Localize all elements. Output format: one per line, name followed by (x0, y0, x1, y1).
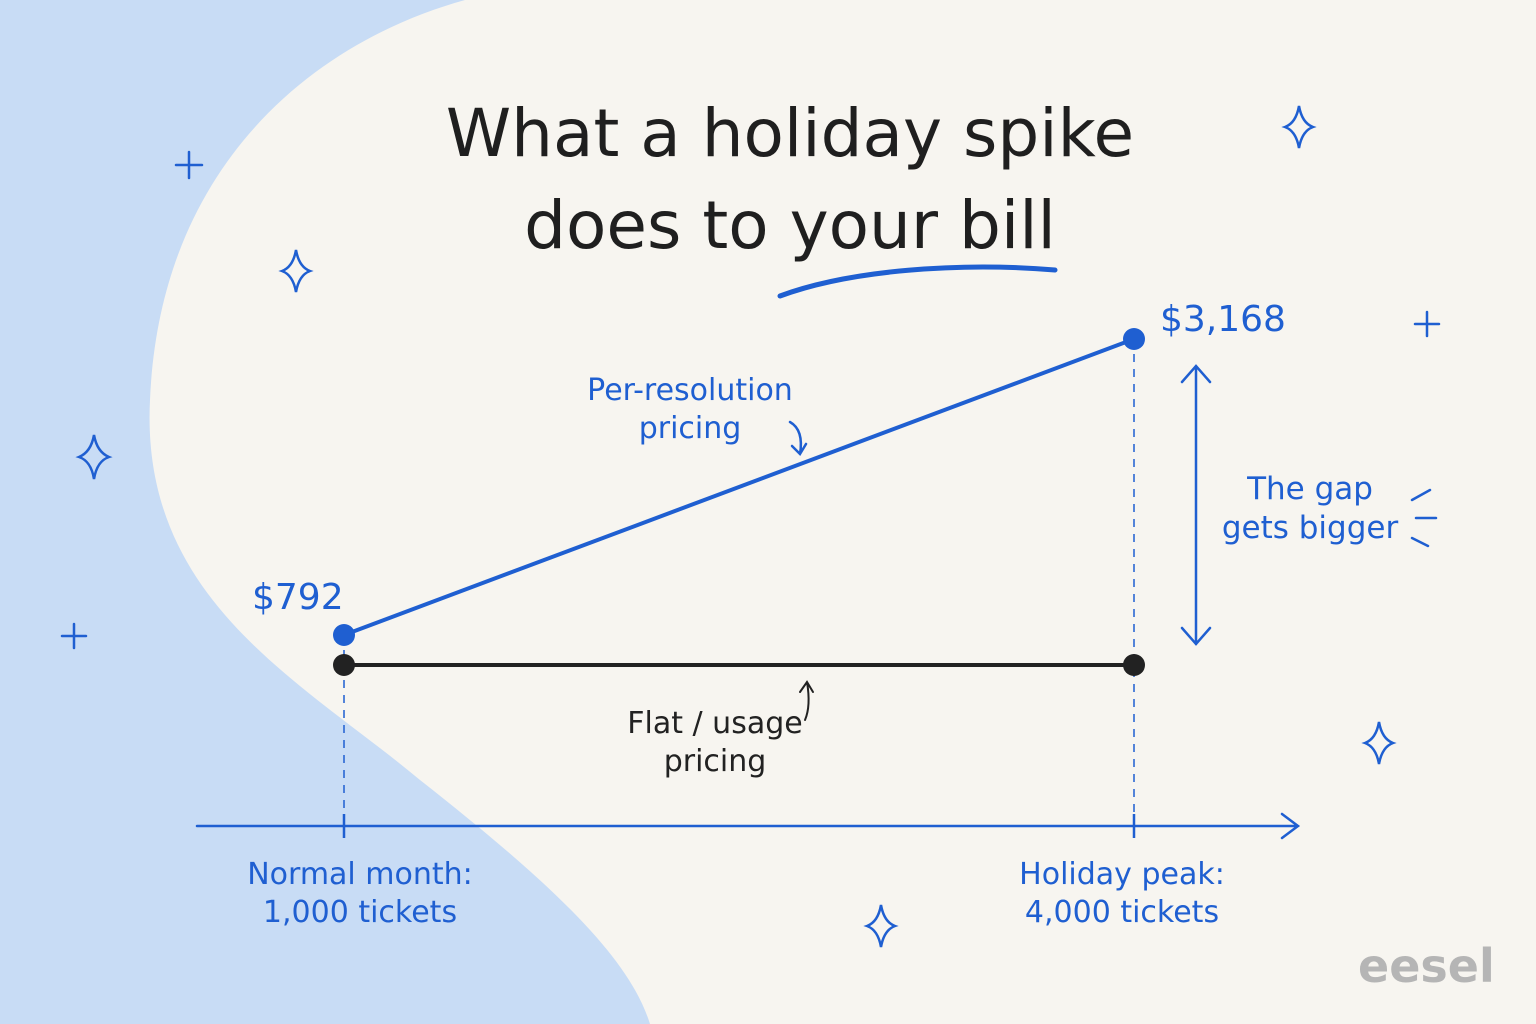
background-blob (0, 0, 650, 1024)
x-axis (195, 812, 1301, 840)
data-label: $792 (252, 576, 344, 618)
data-point (333, 654, 355, 676)
series-label: Per-resolution pricing (587, 373, 793, 446)
plus (60, 622, 88, 650)
series-label: Flat / usage pricing (627, 706, 803, 779)
emphasis-marks (1410, 488, 1438, 548)
series-line (343, 337, 1135, 637)
sparkle (75, 434, 113, 480)
gap-arrow (1180, 364, 1212, 646)
title-underline (777, 264, 1058, 299)
pointer-arrow (799, 680, 814, 721)
sparkle (1361, 721, 1397, 765)
chart-title: What a holiday spike does to your bill (445, 95, 1135, 265)
annotation: The gap gets bigger (1221, 471, 1399, 546)
sparkle (1281, 105, 1317, 149)
plus (1413, 310, 1441, 338)
data-label: $3,168 (1160, 299, 1286, 340)
sparkle (278, 249, 314, 293)
data-point (333, 623, 355, 646)
x-tick-label: Normal month: 1,000 tickets (247, 857, 473, 930)
data-point (1123, 654, 1145, 676)
pointer-arrow (788, 420, 808, 457)
sparkle (863, 904, 899, 948)
data-point (1123, 328, 1145, 350)
plus (174, 150, 204, 180)
decorations (60, 105, 1441, 948)
brand-logo: eesel (1358, 939, 1495, 993)
x-tick-label: Holiday peak: 4,000 tickets (1019, 857, 1225, 930)
